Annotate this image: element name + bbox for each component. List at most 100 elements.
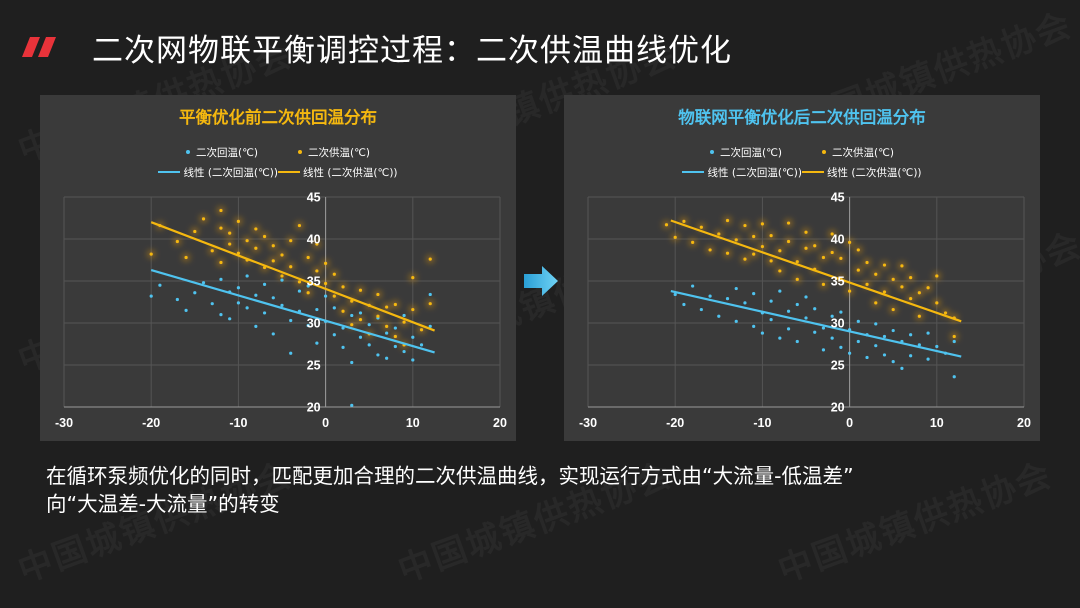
return-temp-point xyxy=(935,344,939,349)
legend-item-return: 二次回温(℃) xyxy=(710,145,782,160)
return-temp-point xyxy=(769,318,773,322)
return-temp-point xyxy=(917,343,921,347)
return-temp-point xyxy=(332,306,336,310)
return-temp-point xyxy=(786,309,791,313)
arrow-right-icon xyxy=(524,266,558,296)
return-temp-point xyxy=(821,348,826,352)
return-temp-point xyxy=(778,289,782,293)
return-temp-point xyxy=(830,314,834,318)
return-temp-point xyxy=(236,301,240,305)
return-temp-point xyxy=(419,343,424,347)
return-temp-point xyxy=(350,313,354,318)
supply-temp-point xyxy=(874,301,878,305)
supply-temp-point xyxy=(752,252,756,256)
supply-temp-point xyxy=(193,229,197,234)
supply-temp-point xyxy=(306,291,310,295)
legend-item-return-trend: 线性 (二次回温(℃)) xyxy=(682,165,802,180)
return-temp-point xyxy=(699,307,703,312)
return-temp-point xyxy=(184,308,188,312)
legend-line-supply xyxy=(278,171,300,173)
return-temp-point xyxy=(795,339,799,344)
supply-temp-point xyxy=(778,249,782,253)
supply-trend-line xyxy=(150,221,435,332)
return-temp-point xyxy=(402,349,406,354)
legend-label: 线性 (二次供温(℃)) xyxy=(827,166,922,179)
y-tick-label: 20 xyxy=(831,401,845,415)
legend-marker-return xyxy=(186,150,190,154)
legend-label: 二次供温(℃) xyxy=(832,146,894,159)
supply-temp-point xyxy=(795,260,799,264)
legend-line-return xyxy=(158,171,181,173)
return-temp-point xyxy=(891,328,895,333)
return-trend-line xyxy=(670,290,962,358)
supply-temp-point xyxy=(682,219,686,223)
supply-temp-point xyxy=(228,231,232,235)
return-temp-point xyxy=(856,339,860,344)
supply-temp-point xyxy=(813,244,817,248)
supply-temp-point xyxy=(402,320,406,324)
return-temp-point xyxy=(385,356,389,360)
return-temp-point xyxy=(813,307,817,311)
supply-temp-point xyxy=(795,277,799,281)
y-tick-label: 25 xyxy=(307,359,321,373)
legend-label: 线性 (二次供温(℃)) xyxy=(303,166,398,179)
y-tick-label: 25 xyxy=(831,359,845,373)
supply-temp-point xyxy=(900,264,904,268)
y-tick-label: 35 xyxy=(831,275,845,289)
return-temp-point xyxy=(839,345,843,349)
supply-temp-point xyxy=(184,255,188,260)
return-temp-point xyxy=(795,302,799,307)
return-temp-point xyxy=(254,293,258,297)
supply-temp-point xyxy=(909,297,913,301)
legend-item-return: 二次回温(℃) xyxy=(186,145,258,160)
supply-temp-point xyxy=(289,239,293,243)
legend-label: 线性 (二次回温(℃)) xyxy=(707,166,802,179)
legend-item-return-trend: 线性 (二次回温(℃)) xyxy=(158,165,278,180)
supply-temp-point xyxy=(149,252,153,256)
supply-temp-point xyxy=(760,244,764,249)
supply-temp-point xyxy=(943,311,948,315)
return-temp-point xyxy=(717,314,721,318)
supply-temp-point xyxy=(786,239,791,244)
return-temp-point xyxy=(743,301,747,305)
supply-temp-point xyxy=(821,255,826,260)
chart-panel-after: 20 25 30 35 40 45 -30 -20 -10 0 10 20 物联网平衡优化后二次供回温… xyxy=(564,95,1040,441)
supply-temp-point xyxy=(219,208,223,213)
return-temp-point xyxy=(324,294,328,298)
return-temp-point xyxy=(332,333,336,337)
supply-temp-point xyxy=(219,226,223,230)
supply-temp-point xyxy=(385,324,389,328)
scatter-chart-after: 20 25 30 35 40 45 -30 -20 -10 0 10 20 xyxy=(579,191,1031,431)
x-tick-label: -20 xyxy=(142,416,160,430)
double-slash-icon xyxy=(22,37,56,57)
return-temp-point xyxy=(236,286,240,290)
return-temp-point xyxy=(926,331,930,335)
supply-temp-point xyxy=(341,309,345,313)
supply-temp-point xyxy=(725,218,730,223)
supply-temp-point xyxy=(358,318,363,322)
return-temp-point xyxy=(245,306,249,310)
supply-temp-point xyxy=(874,272,878,276)
supply-temp-point xyxy=(673,235,677,239)
return-temp-point xyxy=(891,360,895,364)
supply-temp-point xyxy=(324,261,328,265)
x-tick-label: -10 xyxy=(229,416,247,430)
return-temp-point xyxy=(769,299,773,303)
y-tick-label: 30 xyxy=(307,317,321,331)
supply-temp-point xyxy=(760,222,764,226)
x-tick-label: 20 xyxy=(493,416,507,430)
return-temp-point xyxy=(900,366,904,370)
return-temp-point xyxy=(262,311,267,315)
return-temp-point xyxy=(734,319,738,323)
supply-trend-line xyxy=(670,219,962,323)
x-tick-label: 20 xyxy=(1017,416,1031,430)
supply-temp-point xyxy=(411,307,415,312)
supply-temp-point xyxy=(752,234,756,239)
supply-temp-point xyxy=(419,328,424,332)
supply-temp-point xyxy=(324,281,328,286)
y-tick-label: 40 xyxy=(307,233,321,247)
return-temp-point xyxy=(752,324,756,328)
supply-temp-point xyxy=(839,256,843,260)
supply-temp-point xyxy=(856,268,860,272)
supply-temp-point xyxy=(411,276,415,280)
